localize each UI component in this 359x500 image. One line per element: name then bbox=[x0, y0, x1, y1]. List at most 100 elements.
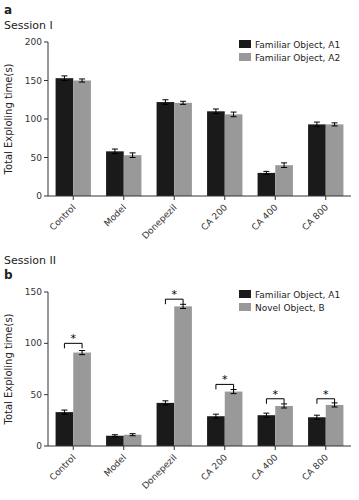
x-tick-label: CA 400 bbox=[250, 452, 280, 482]
bar bbox=[225, 114, 243, 196]
error-bar bbox=[314, 415, 320, 419]
error-bar bbox=[263, 413, 269, 417]
x-tick bbox=[224, 196, 225, 200]
error-bar bbox=[79, 79, 85, 82]
error-bar bbox=[231, 112, 237, 117]
bar bbox=[275, 165, 293, 196]
y-tick bbox=[44, 394, 48, 395]
bar bbox=[73, 81, 91, 197]
error-bar bbox=[281, 163, 287, 168]
error-bar bbox=[213, 414, 219, 418]
bar bbox=[174, 103, 192, 196]
panel-label: a bbox=[4, 3, 12, 17]
error-bar bbox=[314, 122, 320, 127]
error-bar bbox=[61, 76, 67, 81]
bar bbox=[106, 151, 124, 196]
error-bar bbox=[231, 390, 237, 394]
error-bar bbox=[130, 434, 136, 436]
bar bbox=[56, 412, 74, 446]
y-tick-label: 150 bbox=[25, 287, 42, 297]
bar bbox=[157, 102, 175, 196]
x-tick-label: Donepezil bbox=[140, 202, 179, 241]
legend: Familiar Object, A1 Familiar Object, A2 bbox=[239, 40, 340, 63]
y-tick-label: 50 bbox=[31, 153, 43, 163]
y-tick-label: 50 bbox=[31, 390, 43, 400]
y-tick bbox=[44, 196, 48, 197]
legend-swatch bbox=[239, 290, 251, 298]
y-tick bbox=[44, 80, 48, 81]
bar bbox=[308, 417, 326, 446]
x-tick bbox=[123, 196, 124, 200]
y-tick bbox=[44, 119, 48, 120]
bar bbox=[157, 403, 175, 446]
title: Session I bbox=[4, 19, 53, 32]
y-axis-label: Total Exploling time(s) bbox=[3, 313, 14, 425]
x-tick bbox=[325, 446, 326, 450]
x-tick-label: CA 400 bbox=[250, 202, 280, 232]
error-bar bbox=[162, 100, 168, 105]
x-tick-label: CA 800 bbox=[300, 202, 330, 232]
x-tick bbox=[174, 446, 175, 450]
y-tick bbox=[44, 446, 48, 447]
x-tick bbox=[73, 446, 74, 450]
x-tick bbox=[123, 446, 124, 450]
y-axis bbox=[48, 292, 49, 446]
y-tick bbox=[44, 343, 48, 344]
x-axis bbox=[48, 196, 351, 197]
error-bar bbox=[332, 123, 338, 126]
bar bbox=[124, 155, 142, 196]
error-bar bbox=[180, 101, 186, 104]
y-tick-label: 200 bbox=[25, 37, 42, 47]
x-tick bbox=[275, 446, 276, 450]
bar bbox=[56, 78, 74, 196]
bar bbox=[207, 111, 225, 196]
significance-star: * bbox=[323, 388, 329, 401]
legend-label: Novel Object, B bbox=[255, 303, 325, 313]
y-tick bbox=[44, 292, 48, 293]
significance-star: * bbox=[71, 332, 77, 345]
y-tick-label: 0 bbox=[36, 441, 42, 451]
legend-label: Familiar Object, A1 bbox=[255, 290, 340, 300]
x-tick-label: CA 800 bbox=[300, 452, 330, 482]
y-axis-label: Total Exploling time(s) bbox=[3, 63, 14, 175]
bar bbox=[308, 124, 326, 196]
bar bbox=[225, 392, 243, 446]
x-tick bbox=[325, 196, 326, 200]
legend-label: Familiar Object, A2 bbox=[255, 53, 340, 63]
panel: Session IIb*****050100150ControlModelDon… bbox=[3, 254, 351, 491]
y-tick bbox=[44, 42, 48, 43]
x-axis bbox=[48, 446, 351, 447]
error-bar bbox=[162, 401, 168, 405]
x-tick bbox=[174, 196, 175, 200]
x-tick bbox=[224, 446, 225, 450]
y-tick bbox=[44, 157, 48, 158]
error-bar bbox=[130, 153, 136, 158]
legend-label: Familiar Object, A1 bbox=[255, 40, 340, 50]
significance-star: * bbox=[273, 388, 279, 401]
panel: aSession I050100150200ControlModelDonepe… bbox=[3, 3, 351, 241]
x-tick-label: Control bbox=[48, 202, 78, 232]
figure: aSession I050100150200ControlModelDonepe… bbox=[0, 0, 359, 500]
error-bar bbox=[263, 171, 269, 174]
bar bbox=[207, 416, 225, 446]
error-bar bbox=[112, 435, 118, 437]
significance-star: * bbox=[222, 373, 228, 386]
bar bbox=[124, 435, 142, 446]
error-bar bbox=[180, 304, 186, 308]
title: Session II bbox=[4, 254, 56, 267]
x-tick-label: Donepezil bbox=[140, 452, 179, 491]
bar bbox=[258, 415, 276, 446]
y-tick-label: 0 bbox=[36, 191, 42, 201]
x-tick-label: Model bbox=[102, 452, 128, 478]
bar bbox=[326, 405, 344, 446]
panel-label: b bbox=[4, 268, 13, 282]
error-bar bbox=[281, 404, 287, 408]
legend: Familiar Object, A1 Novel Object, B bbox=[239, 290, 340, 313]
bar bbox=[326, 124, 344, 196]
plot-area bbox=[56, 299, 344, 446]
bar bbox=[258, 173, 276, 196]
error-bar bbox=[79, 351, 85, 355]
y-tick-label: 150 bbox=[25, 76, 42, 86]
error-bar bbox=[112, 149, 118, 154]
significance-star: * bbox=[172, 288, 178, 301]
